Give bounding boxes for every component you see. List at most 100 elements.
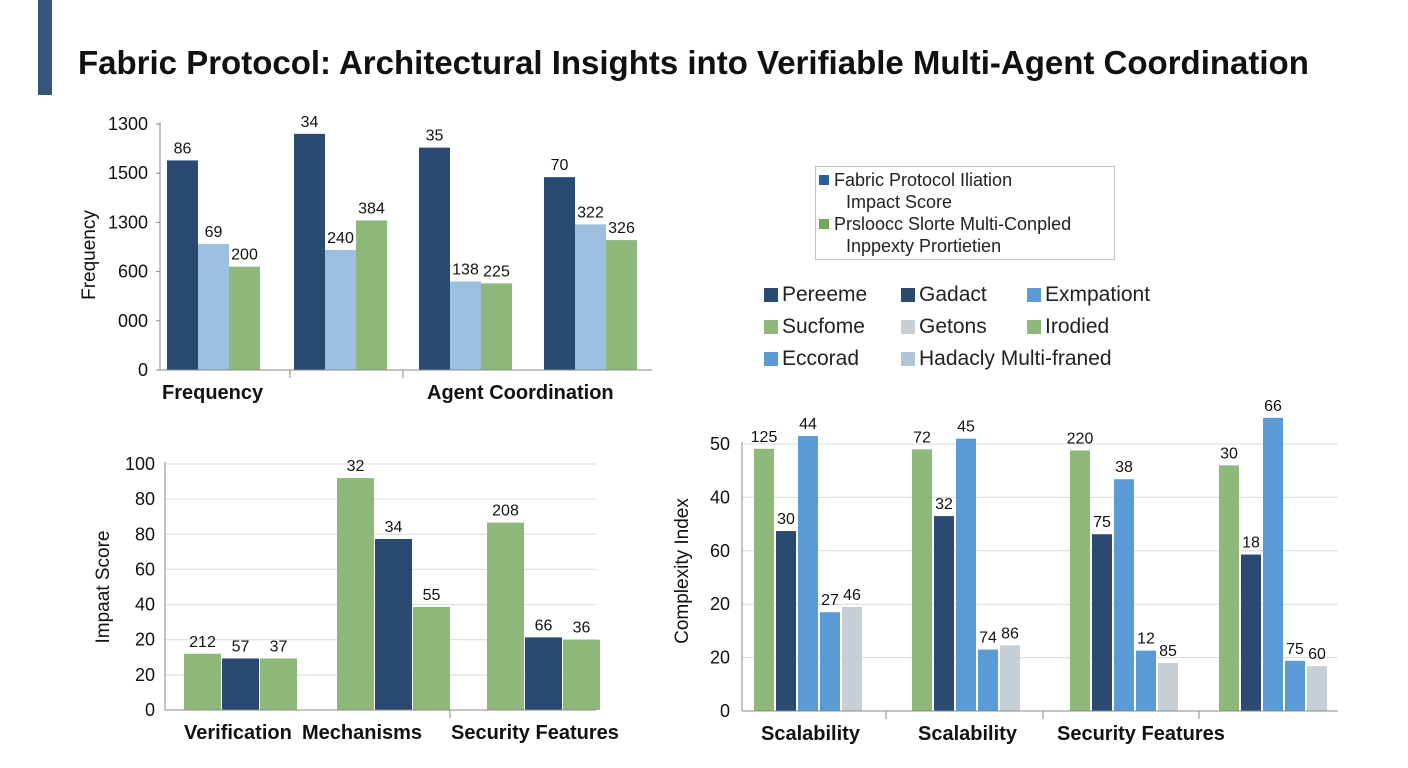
bar	[1136, 650, 1156, 711]
legend-label: Eccorad	[782, 347, 860, 370]
bar	[1307, 666, 1327, 711]
data-label: 36	[573, 620, 591, 637]
bar	[820, 612, 840, 711]
legend-label: Sucfome	[782, 315, 865, 338]
bar	[912, 449, 932, 711]
legend-box-item: Fabric Protocol Iliation Impact Score	[819, 169, 1114, 213]
y-tick-label: 20	[135, 665, 155, 685]
bar	[184, 653, 221, 710]
bar	[1114, 479, 1134, 711]
bar	[413, 606, 450, 710]
legend-swatch	[901, 352, 915, 366]
x-category-label: Security Features	[451, 722, 619, 744]
y-tick-label: 600	[118, 262, 148, 282]
data-label: 138	[452, 261, 479, 278]
data-label: 66	[535, 617, 553, 634]
y-tick-label: 80	[135, 524, 155, 544]
data-label: 57	[232, 638, 250, 655]
data-label: 32	[347, 458, 365, 475]
data-label: 34	[301, 114, 319, 131]
legend-swatch	[901, 320, 915, 334]
legend-grid: Pereeme Gadact Exmpationt Sucfome Getons…	[764, 282, 1167, 372]
y-tick-label: 40	[135, 595, 155, 615]
data-label: 60	[1308, 646, 1326, 663]
bar	[481, 283, 512, 370]
legend-swatch	[819, 219, 829, 229]
x-category-label: Agent Coordination	[427, 382, 614, 404]
legend-item: Gadact	[901, 282, 1027, 308]
y-axis-title: Impaat Score	[93, 531, 114, 644]
data-label: 37	[270, 638, 288, 655]
bar	[1158, 662, 1178, 711]
legend-item: Hadacly Multi-franed	[901, 346, 1112, 372]
y-tick-label: 0	[138, 360, 148, 380]
legend-label: Fabric Protocol Iliation	[834, 170, 1013, 190]
y-tick-label: 20	[135, 630, 155, 650]
bar	[167, 160, 198, 370]
legend-item: Pereeme	[764, 282, 901, 308]
x-category-label: Security Features	[1057, 723, 1225, 745]
legend-label: Gadact	[919, 283, 987, 306]
x-category-label: Verification	[184, 722, 292, 744]
legend-label: Exmpationt	[1045, 283, 1151, 306]
data-label: 12	[1137, 631, 1155, 648]
y-tick-label: 20	[710, 594, 730, 614]
bar	[978, 649, 998, 711]
bar	[229, 266, 260, 370]
bar	[754, 448, 774, 711]
bar	[419, 147, 450, 370]
page-title: Fabric Protocol: Architectural Insights …	[78, 44, 1309, 81]
bar	[1219, 465, 1239, 711]
data-label: 74	[979, 630, 997, 647]
data-label: 44	[799, 416, 817, 433]
y-tick-label: 60	[135, 559, 155, 579]
y-axis-title: Complexity Index	[672, 498, 693, 644]
bar	[525, 637, 562, 710]
data-label: 72	[913, 429, 931, 446]
legend-label: Pereeme	[782, 283, 868, 306]
bar	[934, 516, 954, 711]
x-category-label: Scalability	[761, 723, 861, 745]
legend-label: Irodied	[1045, 315, 1110, 338]
bar	[776, 531, 796, 711]
legend-item: Exmpationt	[1027, 282, 1167, 308]
data-label: 225	[483, 263, 510, 280]
bar	[575, 224, 606, 370]
legend-label: Prsloocc Slorte Multi-Conpled	[834, 214, 1072, 234]
legend-swatch	[764, 320, 778, 334]
bar	[1241, 554, 1261, 711]
bar	[1070, 450, 1090, 711]
data-label: 38	[1115, 459, 1133, 476]
data-label: 75	[1286, 641, 1304, 658]
data-label: 240	[327, 230, 354, 247]
data-label: 208	[492, 503, 519, 520]
x-category-label: Mechanisms	[302, 722, 422, 744]
data-label: 46	[843, 587, 861, 604]
legend-item: Eccorad	[764, 346, 901, 372]
bar	[222, 658, 259, 710]
data-label: 32	[935, 496, 953, 513]
data-label: 86	[1001, 625, 1019, 642]
y-tick-label: 60	[710, 541, 730, 561]
x-category-label: Frequency	[162, 382, 264, 404]
y-tick-label: 50	[710, 434, 730, 454]
legend-swatch	[819, 175, 829, 185]
bar	[337, 478, 374, 710]
legend-swatch	[1027, 288, 1041, 302]
bar	[1285, 660, 1305, 711]
data-label: 34	[385, 519, 403, 536]
bar	[1092, 534, 1112, 711]
bar	[544, 177, 575, 370]
bar	[1000, 645, 1020, 711]
legend-label: Impact Score	[846, 192, 953, 212]
legend-box-item: Prsloocc Slorte Multi-Conpled Inppexty P…	[819, 213, 1114, 257]
bar	[260, 658, 297, 710]
x-category-label: Scalability	[918, 723, 1018, 745]
legend-label: Getons	[919, 315, 987, 338]
y-tick-label: 40	[710, 487, 730, 507]
data-label: 27	[821, 592, 839, 609]
data-label: 384	[358, 200, 385, 217]
bar	[1263, 417, 1283, 711]
data-label: 322	[577, 204, 604, 221]
